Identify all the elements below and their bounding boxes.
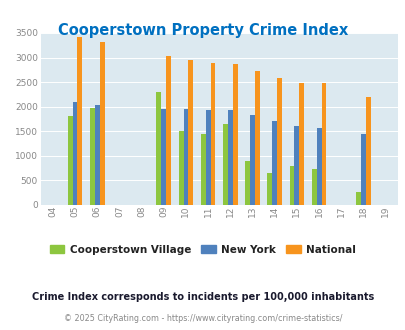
Bar	[232, 64, 237, 205]
Bar	[156, 92, 161, 205]
Bar	[200, 134, 205, 205]
Text: © 2025 CityRating.com - https://www.cityrating.com/crime-statistics/: © 2025 CityRating.com - https://www.city…	[64, 314, 341, 323]
Bar	[298, 82, 303, 205]
Bar	[311, 169, 316, 205]
Bar	[249, 115, 254, 205]
Text: Crime Index corresponds to incidents per 100,000 inhabitants: Crime Index corresponds to incidents per…	[32, 292, 373, 302]
Bar	[294, 126, 298, 205]
Bar	[99, 42, 104, 205]
Bar	[205, 110, 210, 205]
Text: Cooperstown Property Crime Index: Cooperstown Property Crime Index	[58, 23, 347, 38]
Bar	[188, 60, 193, 205]
Bar	[355, 192, 360, 205]
Bar	[68, 116, 72, 205]
Bar	[277, 78, 281, 205]
Bar	[183, 109, 188, 205]
Legend: Cooperstown Village, New York, National: Cooperstown Village, New York, National	[45, 241, 360, 259]
Bar	[77, 37, 82, 205]
Bar	[267, 173, 272, 205]
Bar	[316, 128, 321, 205]
Bar	[321, 83, 326, 205]
Bar	[178, 131, 183, 205]
Bar	[360, 134, 365, 205]
Bar	[222, 124, 227, 205]
Bar	[166, 55, 171, 205]
Bar	[227, 110, 232, 205]
Bar	[289, 166, 294, 205]
Bar	[90, 108, 94, 205]
Bar	[72, 102, 77, 205]
Bar	[245, 161, 249, 205]
Bar	[94, 105, 99, 205]
Bar	[272, 121, 277, 205]
Bar	[254, 71, 259, 205]
Bar	[210, 63, 215, 205]
Bar	[365, 97, 370, 205]
Bar	[161, 109, 166, 205]
